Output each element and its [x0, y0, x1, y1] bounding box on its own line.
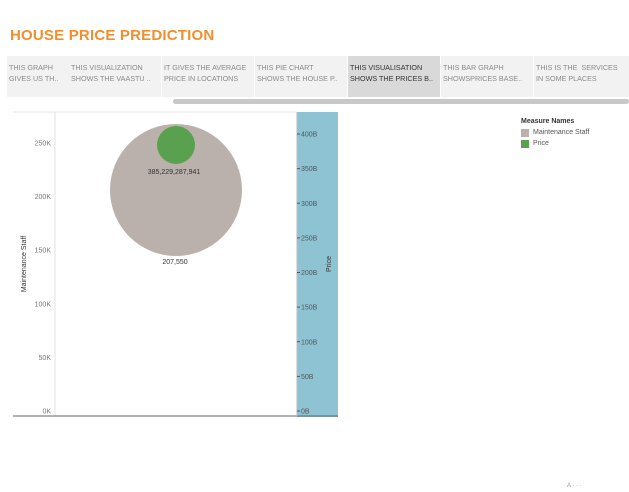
right-tick-label: 100B: [301, 339, 318, 346]
left-axis-label: Maintenance Staff: [21, 236, 28, 292]
right-tick-label: 50B: [301, 374, 314, 381]
story-point-2-line2: SHOWS THE VAASTU ..: [71, 74, 151, 83]
story-point-7[interactable]: THIS IS THE SERVICES IN SOME PLACES: [534, 56, 629, 97]
story-point-2-line1: THIS VISUALIZATION: [71, 63, 143, 72]
story-point-4[interactable]: THIS PIE CHART SHOWS THE HOUSE P..: [255, 56, 347, 97]
left-tick-label: 150K: [35, 248, 52, 255]
story-point-6-line1: THIS BAR GRAPH: [443, 63, 504, 72]
story-point-6[interactable]: THIS BAR GRAPH SHOWSPRICES BASE..: [441, 56, 533, 97]
price-band: [297, 112, 338, 417]
maintenance-staff-bubble[interactable]: [110, 124, 242, 256]
legend-item-maintenance-staff[interactable]: Maintenance Staff: [521, 127, 589, 138]
legend-label-price: Price: [533, 140, 549, 147]
price-data-label: 385,229,287,941: [148, 169, 201, 176]
right-tick-label: 300B: [301, 201, 318, 208]
legend: Measure Names Maintenance Staff Price: [521, 118, 589, 149]
price-bubble[interactable]: [157, 126, 195, 164]
left-tick-label: 50K: [39, 355, 52, 362]
legend-item-price[interactable]: Price: [521, 138, 589, 149]
story-point-1-line1: THIS GRAPH: [9, 63, 53, 72]
right-axis-ticks: 0B 50B 100B 150B 200B 250B 300B 350B 400B: [297, 132, 318, 416]
right-tick-label: 400B: [301, 132, 318, 139]
legend-swatch-price: [521, 139, 529, 148]
story-point-5[interactable]: THIS VISUALISATION SHOWS THE PRICES B..: [348, 56, 440, 97]
maintenance-staff-data-label: 207,550: [162, 259, 187, 266]
left-axis-ticks: 0K 50K 100K 150K 200K 250K: [35, 141, 52, 416]
story-navigator: THIS GRAPH GIVES US TH.. THIS VISUALIZAT…: [7, 56, 629, 98]
right-tick-label: 200B: [301, 270, 318, 277]
story-point-2[interactable]: THIS VISUALIZATION SHOWS THE VAASTU ..: [69, 56, 161, 97]
legend-title: Measure Names: [521, 118, 575, 125]
right-tick-label: 150B: [301, 305, 318, 312]
story-point-6-line2: SHOWSPRICES BASE..: [443, 74, 523, 83]
right-tick-label: 0B: [301, 409, 310, 416]
story-point-3-line1: IT GIVES THE AVERAGE: [164, 63, 247, 72]
story-point-3[interactable]: IT GIVES THE AVERAGE PRICE IN LOCATIONS: [162, 56, 254, 97]
story-point-7-line1: THIS IS THE SERVICES: [536, 63, 618, 72]
right-axis-label: Price: [326, 256, 333, 272]
story-point-4-line2: SHOWS THE HOUSE P..: [257, 74, 338, 83]
legend-label-maintenance-staff: Maintenance Staff: [533, 129, 590, 136]
legend-swatch-maintenance-staff: [521, 128, 529, 137]
story-point-4-line1: THIS PIE CHART: [257, 63, 314, 72]
story-scrollbar[interactable]: [173, 99, 629, 104]
left-tick-label: 250K: [35, 141, 52, 148]
left-tick-label: 0K: [42, 409, 51, 416]
right-tick-label: 250B: [301, 235, 318, 242]
story-point-1-line2: GIVES US TH..: [9, 74, 59, 83]
footer-mark: A · · ·: [567, 483, 582, 489]
story-point-3-line2: PRICE IN LOCATIONS: [164, 74, 239, 83]
right-tick-label: 350B: [301, 166, 318, 173]
left-tick-label: 200K: [35, 194, 52, 201]
story-point-7-line2: IN SOME PLACES: [536, 74, 597, 83]
story-point-5-line2: SHOWS THE PRICES B..: [350, 74, 433, 83]
dashboard-title: HOUSE PRICE PREDICTION: [10, 27, 215, 44]
left-tick-label: 100K: [35, 301, 52, 308]
story-point-5-line1: THIS VISUALISATION: [350, 63, 423, 72]
